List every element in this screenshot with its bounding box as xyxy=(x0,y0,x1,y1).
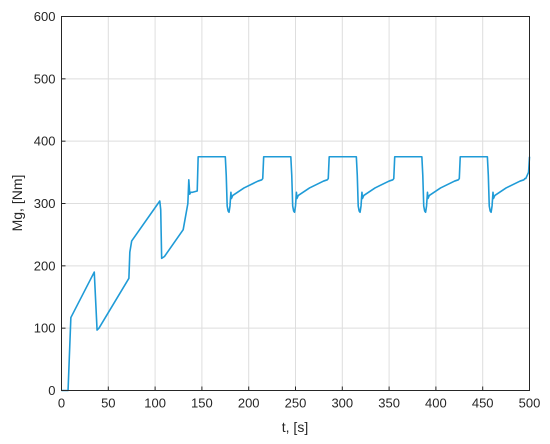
x-tick-label: 300 xyxy=(331,396,353,411)
y-tick-label: 400 xyxy=(34,134,56,149)
x-axis-ticks: 0 50 100 150 200 250 300 350 400 450 500 xyxy=(58,386,541,411)
y-tick-label: 100 xyxy=(34,321,56,336)
y-axis-ticks: 0 100 200 300 400 500 600 xyxy=(34,9,66,398)
y-tick-label: 200 xyxy=(34,258,56,273)
series-line-0 xyxy=(61,155,531,392)
x-tick-label: 100 xyxy=(144,396,166,411)
y-tick-label: 600 xyxy=(34,9,56,24)
x-tick-label: 50 xyxy=(101,396,115,411)
y-tick-label: 500 xyxy=(34,71,56,86)
y-tick-label: 300 xyxy=(34,196,56,211)
x-tick-label: 250 xyxy=(285,396,307,411)
x-tick-label: 350 xyxy=(378,396,400,411)
x-tick-label: 0 xyxy=(58,396,65,411)
x-axis-label: t, [s] xyxy=(282,419,308,435)
y-tick-label: 0 xyxy=(48,383,55,398)
series-layer xyxy=(61,155,531,392)
x-tick-label: 500 xyxy=(519,396,541,411)
x-tick-label: 200 xyxy=(238,396,260,411)
x-tick-label: 400 xyxy=(425,396,447,411)
x-tick-label: 150 xyxy=(191,396,213,411)
x-tick-label: 450 xyxy=(472,396,494,411)
y-axis-label: Mg, [Nm] xyxy=(9,175,25,232)
